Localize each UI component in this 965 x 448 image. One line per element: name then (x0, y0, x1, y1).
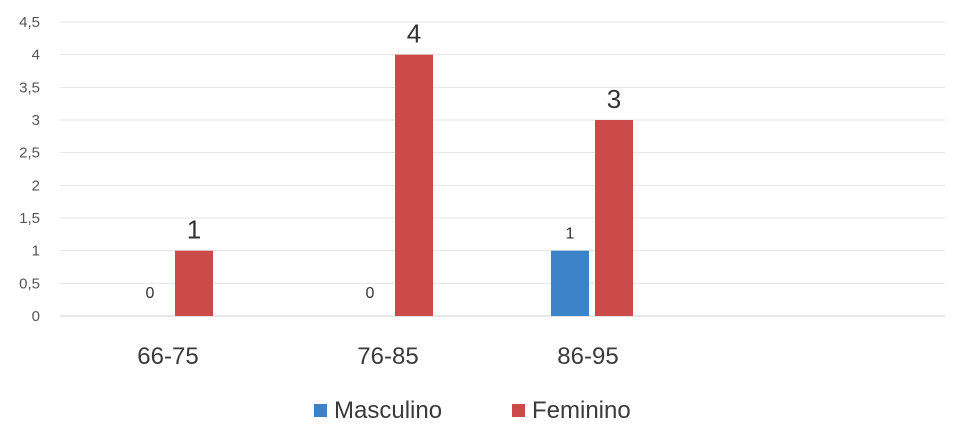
y-tick-label: 2,5 (19, 145, 40, 162)
legend-swatch (314, 404, 327, 417)
x-category-label: 86-95 (557, 343, 618, 370)
legend-label: Feminino (532, 397, 631, 424)
y-tick-label: 3 (32, 112, 40, 129)
data-label: 3 (607, 84, 621, 114)
data-labels: 0 1 0 4 1 3 (146, 19, 622, 302)
data-label: 4 (407, 19, 421, 49)
bar-feminino-86-95 (595, 120, 633, 316)
legend: Masculino Feminino (314, 397, 631, 424)
legend-swatch (512, 404, 525, 417)
data-label: 0 (366, 285, 375, 302)
y-axis-ticks: 0 0,5 1 1,5 2 2,5 3 3,5 4 4,5 (19, 14, 40, 325)
bars (175, 54, 633, 317)
bar-masculino-86-95 (551, 250, 589, 316)
y-tick-label: 4 (32, 47, 40, 64)
data-label: 1 (566, 226, 575, 243)
bar-feminino-66-75 (175, 250, 213, 316)
legend-label: Masculino (334, 397, 442, 424)
x-axis-categories: 66-75 76-85 86-95 (137, 343, 618, 370)
y-tick-label: 0 (32, 308, 40, 325)
bar-feminino-76-85 (395, 54, 433, 317)
y-tick-label: 0,5 (19, 275, 40, 292)
y-tick-label: 4,5 (19, 14, 40, 31)
data-label: 1 (187, 215, 201, 245)
y-tick-label: 3,5 (19, 79, 40, 96)
x-category-label: 76-85 (357, 343, 418, 370)
y-tick-label: 1 (32, 243, 40, 260)
x-category-label: 66-75 (137, 343, 198, 370)
data-label: 0 (146, 285, 155, 302)
y-tick-label: 1,5 (19, 210, 40, 227)
y-tick-label: 2 (32, 177, 40, 194)
